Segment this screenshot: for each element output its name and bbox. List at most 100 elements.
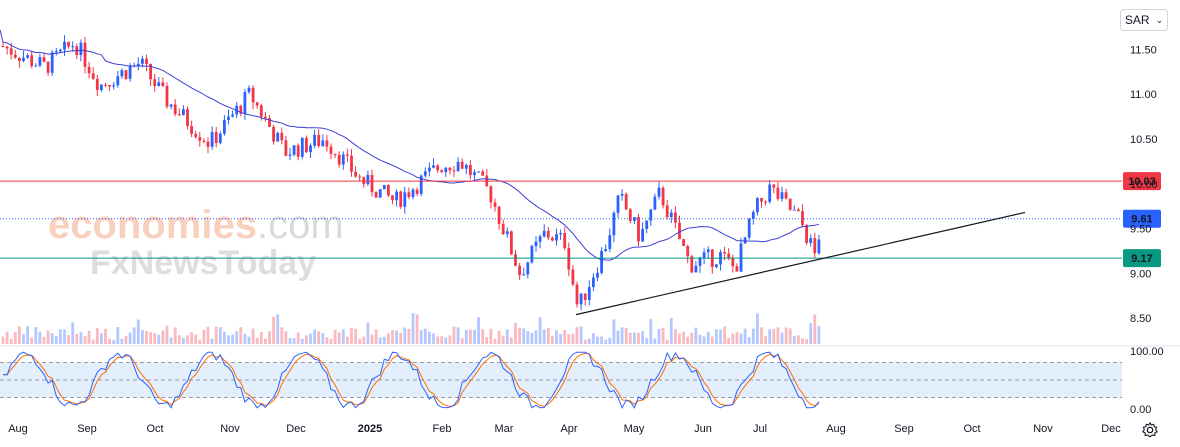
candle-body bbox=[366, 174, 370, 185]
gear-icon[interactable] bbox=[1141, 421, 1159, 439]
candle-body bbox=[382, 185, 386, 190]
volume-bar bbox=[444, 337, 448, 344]
volume-bar bbox=[805, 339, 808, 344]
price-tick-label: 11.00 bbox=[1130, 89, 1157, 101]
candle-body bbox=[325, 140, 329, 147]
candle-body bbox=[186, 109, 189, 126]
volume-bar bbox=[71, 322, 75, 344]
volume-bar bbox=[288, 337, 292, 344]
candle-body bbox=[50, 52, 54, 73]
volume-bar bbox=[587, 338, 591, 344]
trendline[interactable] bbox=[575, 211, 1026, 316]
volume-bar bbox=[469, 329, 472, 344]
candle-body bbox=[780, 192, 784, 199]
candle-body bbox=[157, 82, 161, 87]
candle-body bbox=[423, 171, 427, 176]
volume-bar bbox=[710, 336, 714, 344]
candle-body bbox=[26, 55, 29, 58]
candle-body bbox=[313, 134, 316, 146]
volume-bar bbox=[190, 332, 193, 344]
candle-body bbox=[67, 41, 70, 47]
volume-bar bbox=[202, 329, 206, 344]
volume-bar bbox=[624, 327, 628, 344]
candle-body bbox=[223, 120, 226, 134]
volume-bar bbox=[362, 336, 366, 344]
volume-bar bbox=[218, 327, 222, 344]
volume-bar bbox=[473, 329, 476, 344]
time-tick-label: Sep bbox=[894, 423, 914, 435]
candle-body bbox=[194, 133, 198, 138]
volume-bar bbox=[694, 327, 698, 344]
volume-bar bbox=[551, 335, 554, 344]
candle-body bbox=[104, 84, 107, 86]
candle-body bbox=[329, 146, 333, 154]
candle-body bbox=[395, 191, 398, 201]
volume-bar bbox=[18, 326, 21, 344]
candle-body bbox=[243, 92, 247, 114]
volume-bar bbox=[678, 333, 681, 344]
time-tick-label: Dec bbox=[1101, 423, 1121, 435]
volume-bar bbox=[272, 316, 275, 344]
candle-body bbox=[813, 238, 817, 254]
candle-body bbox=[108, 85, 111, 87]
oscillator-tick-label: 0.00 bbox=[1130, 404, 1151, 416]
volume-bar bbox=[505, 329, 509, 344]
candle-body bbox=[452, 170, 456, 172]
volume-bar bbox=[305, 335, 308, 344]
currency-selector[interactable]: SAR ⌄ bbox=[1120, 9, 1168, 31]
oscillator-k-line bbox=[3, 351, 820, 409]
candle-body bbox=[723, 252, 726, 254]
candle-body bbox=[428, 167, 431, 172]
volume-bar bbox=[690, 332, 694, 344]
candle-body bbox=[218, 133, 222, 144]
volume-bar bbox=[145, 331, 148, 344]
candle-body bbox=[764, 201, 767, 203]
volume-bar bbox=[300, 338, 304, 344]
volume-bar bbox=[9, 338, 13, 344]
volume-bar bbox=[391, 330, 394, 344]
candle-body bbox=[59, 49, 62, 52]
candle-body bbox=[272, 126, 275, 142]
candle-body bbox=[563, 233, 567, 249]
time-tick-label: Aug bbox=[8, 423, 28, 435]
volume-bar bbox=[403, 327, 407, 344]
volume-bar bbox=[34, 327, 38, 344]
volume-bar bbox=[792, 336, 796, 344]
candle-body bbox=[34, 65, 38, 67]
candle-body bbox=[116, 76, 120, 86]
volume-bar bbox=[756, 313, 759, 344]
volume-bar bbox=[223, 331, 226, 344]
candle-body bbox=[559, 233, 562, 235]
time-tick-label: Dec bbox=[286, 423, 306, 435]
candle-body bbox=[489, 186, 493, 203]
candle-body bbox=[214, 132, 218, 144]
candle-body bbox=[54, 51, 58, 53]
volume-bar bbox=[280, 327, 284, 344]
candle-body bbox=[432, 165, 435, 168]
volume-bar bbox=[493, 338, 497, 344]
volume-bar bbox=[637, 332, 640, 344]
price-level-tag bbox=[1123, 209, 1161, 228]
volume-bar bbox=[407, 328, 411, 344]
candle-body bbox=[805, 225, 808, 243]
candle-body bbox=[645, 220, 649, 229]
candle-body bbox=[817, 239, 821, 254]
time-tick-label: Aug bbox=[826, 423, 846, 435]
volume-bar bbox=[255, 337, 259, 344]
candle-body bbox=[633, 217, 636, 221]
candle-body bbox=[374, 192, 378, 198]
candle-body bbox=[251, 87, 255, 103]
volume-bar bbox=[715, 329, 718, 344]
volume-bar bbox=[477, 317, 480, 344]
volume-bar bbox=[1, 336, 5, 344]
candle-body bbox=[13, 54, 17, 58]
volume-bar bbox=[813, 314, 817, 344]
volume-bar bbox=[268, 331, 271, 344]
price-tick-label: 11.50 bbox=[1130, 44, 1157, 56]
volume-bar bbox=[497, 330, 501, 344]
volume-bar bbox=[526, 331, 530, 344]
candle-body bbox=[5, 46, 9, 49]
candle-body bbox=[358, 176, 362, 178]
